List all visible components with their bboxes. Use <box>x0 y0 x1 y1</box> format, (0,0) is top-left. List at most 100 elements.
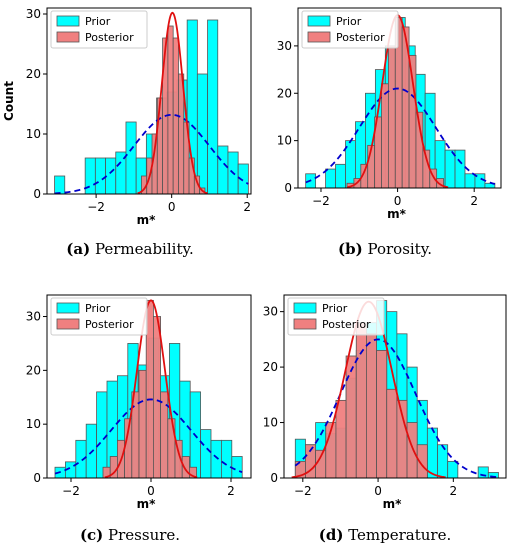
caption-b-letter: (b) <box>338 240 363 258</box>
x-axis-label: m* <box>387 207 407 221</box>
legend-posterior-label: Posterior <box>336 31 385 44</box>
posterior-bar <box>387 45 396 189</box>
posterior-bar <box>406 422 418 479</box>
posterior-density-curve <box>104 299 198 479</box>
prior-bar <box>437 444 449 479</box>
plot-frame <box>283 294 507 479</box>
prior-bar <box>444 149 456 189</box>
chart-svg: 0 10 20 30 −2 0 2 m* Prior Posterior <box>277 7 502 221</box>
panel-permeability: 0 10 20 30 −2 0 2 m* Count Prior Posterior <box>0 0 258 227</box>
legend-prior-label: Prior <box>85 15 111 28</box>
plot-frame <box>46 7 252 195</box>
posterior-bar <box>381 83 389 189</box>
y-tick-label: 0 <box>33 187 41 201</box>
prior-bar <box>464 173 476 189</box>
legend-posterior-swatch <box>56 31 80 43</box>
prior-bar <box>200 429 212 479</box>
posterior-bar <box>345 355 357 479</box>
x-tick-label: 0 <box>394 194 402 208</box>
x-tick-label: 2 <box>470 194 478 208</box>
legend-prior-swatch <box>293 302 317 314</box>
x-tick-label: −2 <box>87 200 105 214</box>
y-tick-label: 30 <box>263 305 278 319</box>
prior-density-curve <box>54 113 249 195</box>
x-tick-label: 2 <box>227 484 235 498</box>
y-tick-label: 30 <box>26 310 41 324</box>
plot-frame <box>297 7 502 189</box>
caption-d-letter: (d) <box>318 526 344 544</box>
x-tick-label: 0 <box>374 484 382 498</box>
y-tick-label: 10 <box>263 416 278 430</box>
chart-svg: 0 10 20 30 −2 0 2 m* Prior Posterior <box>263 294 507 511</box>
x-tick-label: −2 <box>62 484 80 498</box>
y-tick-label: 20 <box>26 363 41 377</box>
legend-posterior-swatch <box>56 318 80 330</box>
caption-a-letter: (a) <box>66 240 91 258</box>
posterior-bar <box>167 25 174 195</box>
caption-b: (b) Porosity. <box>265 240 505 258</box>
y-tick-label: 20 <box>26 67 41 81</box>
prior-bar <box>335 163 346 189</box>
posterior-bar <box>355 322 367 479</box>
chart-svg: 0 10 20 30 −2 0 2 m* Count Prior Posterior <box>2 7 252 227</box>
caption-a-text: Permeability. <box>90 240 194 258</box>
y-tick-label: 10 <box>277 134 292 148</box>
x-axis-label: m* <box>137 213 157 227</box>
prior-bar <box>447 460 459 479</box>
legend-prior-swatch <box>56 15 80 27</box>
x-tick-label: −2 <box>294 484 312 498</box>
x-tick-label: −2 <box>312 194 330 208</box>
prior-bar <box>325 168 336 189</box>
prior-bar <box>94 157 106 195</box>
legend-prior-label: Prior <box>336 15 362 28</box>
legend-prior-label: Prior <box>85 302 111 315</box>
prior-bar <box>454 149 466 189</box>
x-axis-label: m* <box>137 497 157 511</box>
legend-posterior-label: Posterior <box>85 31 134 44</box>
prior-bar <box>426 427 438 479</box>
x-tick-label: 2 <box>243 200 251 214</box>
posterior-bar <box>376 350 388 479</box>
caption-d: (d) Temperature. <box>265 526 505 544</box>
y-tick-label: 10 <box>26 127 41 141</box>
legend-posterior-label: Posterior <box>322 318 371 331</box>
posterior-density-curve <box>137 11 208 195</box>
prior-bar <box>105 157 117 195</box>
caption-b-text: Porosity. <box>362 240 432 258</box>
prior-bar <box>231 456 243 479</box>
y-axis-label: Count <box>2 81 16 121</box>
panel-porosity: 0 10 20 30 −2 0 2 m* Prior Posterior <box>258 0 508 225</box>
legend-posterior-swatch <box>293 318 317 330</box>
posterior-bar <box>152 316 161 479</box>
legend-prior-swatch <box>307 15 331 27</box>
y-tick-label: 30 <box>277 39 292 53</box>
posterior-bar <box>386 388 398 479</box>
prior-bar <box>96 391 108 479</box>
panel-pressure: 0 10 20 30 −2 0 2 m* Prior Posterior <box>0 285 258 511</box>
prior-bar <box>220 439 233 479</box>
posterior-bar <box>335 399 347 479</box>
x-tick-label: 0 <box>147 484 155 498</box>
plot-frame <box>46 294 252 479</box>
caption-c: (c) Pressure. <box>10 526 250 544</box>
legend-posterior-swatch <box>307 31 331 43</box>
prior-bar <box>207 19 219 195</box>
x-tick-label: 2 <box>450 484 458 498</box>
y-tick-label: 20 <box>277 86 292 100</box>
posterior-bar <box>366 333 377 479</box>
legend-posterior-label: Posterior <box>85 318 134 331</box>
legend-prior-label: Prior <box>322 302 348 315</box>
x-tick-label: 0 <box>168 200 176 214</box>
posterior-bar <box>138 369 147 479</box>
panel-temperature: 0 10 20 30 −2 0 2 m* Prior Posterior <box>258 285 508 511</box>
prior-bar <box>54 175 66 195</box>
y-tick-label: 30 <box>26 7 41 21</box>
prior-bar <box>210 439 222 479</box>
x-axis-label: m* <box>383 497 403 511</box>
caption-d-text: Temperature. <box>343 526 452 544</box>
caption-c-text: Pressure. <box>103 526 181 544</box>
prior-density-curve <box>294 338 499 479</box>
prior-bar <box>125 121 137 195</box>
y-tick-label: 0 <box>270 471 278 485</box>
